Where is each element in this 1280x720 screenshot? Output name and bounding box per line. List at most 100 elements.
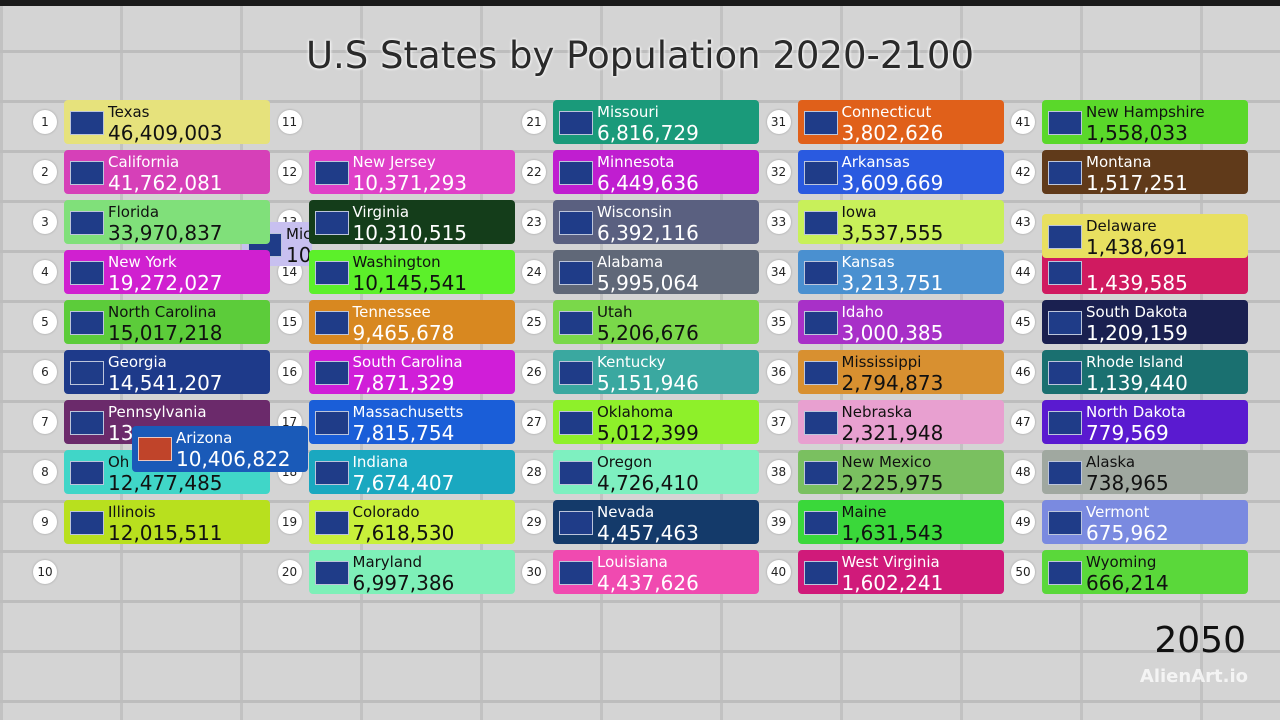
rank-number: 43	[1011, 210, 1035, 234]
state-card: South Dakota 1,209,159	[1042, 300, 1248, 344]
rank-number: 15	[277, 310, 302, 334]
flag	[1048, 361, 1082, 385]
state-name: Georgia	[108, 353, 167, 371]
rank-number: 46	[1011, 360, 1035, 384]
flag	[803, 161, 838, 185]
rank-number: 23	[522, 210, 546, 234]
population: 3,213,751	[841, 271, 944, 294]
population: 1,438,691	[1086, 235, 1188, 258]
rank-number: 29	[522, 510, 546, 534]
state-name: Indiana	[352, 453, 409, 471]
flag	[314, 361, 349, 385]
population: 738,965	[1086, 471, 1169, 494]
rank-number: 33	[766, 210, 791, 234]
state-name: Montana	[1086, 153, 1152, 171]
rank-number: 11	[277, 110, 302, 134]
flag	[70, 111, 104, 135]
state-name: Nebraska	[841, 403, 913, 421]
population: 6,449,636	[597, 171, 699, 194]
state-card: New York 19,272,027	[64, 250, 270, 294]
rank-number: 21	[522, 110, 546, 134]
state-name: Illinois	[108, 503, 156, 521]
state-card: Wyoming 666,214	[1042, 550, 1248, 594]
population: 2,225,975	[841, 471, 944, 494]
state-card: Washington 10,145,541	[308, 250, 515, 294]
population: 19,272,027	[108, 271, 223, 294]
population: 7,674,407	[352, 471, 455, 494]
rank-number: 36	[766, 360, 791, 384]
flag	[70, 311, 104, 335]
rank-number: 48	[1011, 460, 1035, 484]
population: 3,609,669	[841, 171, 944, 194]
state-card: Arkansas 3,609,669	[797, 150, 1004, 194]
flag	[70, 461, 104, 485]
population: 10,310,515	[352, 221, 468, 244]
flag	[138, 437, 172, 461]
state-card: Iowa 3,537,555	[797, 200, 1004, 244]
rank-number: 39	[766, 510, 791, 534]
rank-number: 6	[33, 360, 57, 384]
population: 4,437,626	[597, 571, 699, 594]
population: 5,151,946	[597, 371, 699, 394]
state-name: Idaho	[841, 303, 884, 321]
rank-number: 27	[522, 410, 546, 434]
state-card: Rhode Island 1,139,440	[1042, 350, 1248, 394]
population: 3,802,626	[841, 121, 944, 144]
flag	[559, 211, 593, 235]
state-name: Virginia	[352, 203, 410, 221]
flag	[314, 161, 349, 185]
flag	[314, 211, 349, 235]
population: 675,962	[1086, 521, 1169, 544]
state-name: Utah	[597, 303, 633, 321]
population: 15,017,218	[108, 321, 223, 344]
rank-number: 37	[766, 410, 791, 434]
population: 1,602,241	[841, 571, 944, 594]
flag	[70, 211, 104, 235]
flag	[559, 561, 593, 585]
population: 10,145,541	[352, 271, 468, 294]
population: 33,970,837	[108, 221, 223, 244]
state-card: Kentucky 5,151,946	[553, 350, 759, 394]
flag	[559, 511, 593, 535]
flag	[1048, 411, 1082, 435]
state-name: Iowa	[841, 203, 877, 221]
population: 46,409,003	[108, 121, 223, 144]
population: 7,618,530	[352, 521, 455, 544]
rank-number: 40	[766, 560, 791, 584]
flag	[70, 411, 104, 435]
flag	[559, 111, 593, 135]
state-name: Pennsylvania	[108, 403, 207, 421]
rank-number: 3	[33, 210, 57, 234]
population: 9,465,678	[352, 321, 455, 344]
population: 10	[286, 243, 312, 266]
state-name: Maryland	[352, 553, 423, 571]
state-name: South Dakota	[1086, 303, 1188, 321]
state-card: Maryland 6,997,386	[308, 550, 515, 594]
state-card: Nebraska 2,321,948	[797, 400, 1004, 444]
flag	[314, 561, 349, 585]
population: 12,477,485	[108, 471, 223, 494]
flag	[314, 311, 349, 335]
state-name: Wyoming	[1086, 553, 1157, 571]
population: 14,541,207	[108, 371, 223, 394]
flag	[1048, 225, 1082, 249]
flag	[803, 511, 838, 535]
state-name: Oregon	[597, 453, 653, 471]
state-name: New Mexico	[841, 453, 932, 471]
rank-number: 20	[277, 560, 302, 584]
state-name: Alabama	[597, 253, 664, 271]
rank-number: 19	[277, 510, 302, 534]
flag	[314, 461, 349, 485]
rank-number: 31	[766, 110, 791, 134]
flag	[559, 411, 593, 435]
flag	[70, 261, 104, 285]
state-card: Illinois 12,015,511	[64, 500, 270, 544]
state-name: Oh	[108, 453, 130, 471]
population: 4,457,463	[597, 521, 699, 544]
rank-number: 25	[522, 310, 546, 334]
state-card: Tennessee 9,465,678	[308, 300, 515, 344]
population: 6,816,729	[597, 121, 699, 144]
state-name: Alaska	[1086, 453, 1136, 471]
state-name: Mississippi	[841, 353, 922, 371]
state-card: Texas 46,409,003	[64, 100, 270, 144]
